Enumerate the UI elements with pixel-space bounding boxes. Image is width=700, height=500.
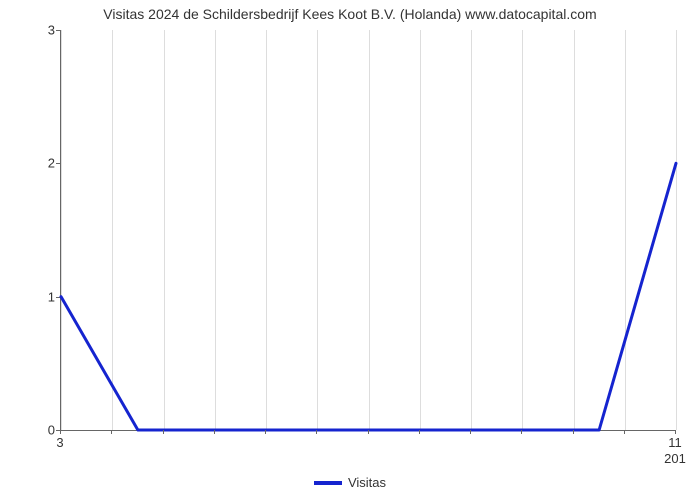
legend-label: Visitas	[348, 475, 386, 490]
plot-area	[60, 30, 676, 431]
xtick-mark	[573, 430, 574, 434]
ytick-2: 2	[40, 156, 55, 171]
ytick-1: 1	[40, 289, 55, 304]
xtick-mark	[316, 430, 317, 434]
chart-container: Visitas 2024 de Schildersbedrijf Kees Ko…	[0, 0, 700, 500]
xtick-mark	[521, 430, 522, 434]
xtick-right: 11	[668, 435, 682, 450]
xtick-left: 3	[56, 435, 63, 450]
legend-swatch	[314, 481, 342, 485]
xtick-mark	[624, 430, 625, 434]
legend: Visitas	[0, 474, 700, 490]
xtick-mark	[111, 430, 112, 434]
xtick-mark	[470, 430, 471, 434]
xtick-right-sub: 201	[664, 451, 686, 466]
xtick-mark	[163, 430, 164, 434]
xtick-mark	[60, 430, 61, 434]
xtick-mark	[214, 430, 215, 434]
xtick-mark	[419, 430, 420, 434]
chart-title: Visitas 2024 de Schildersbedrijf Kees Ko…	[0, 6, 700, 22]
line-series	[61, 30, 676, 430]
xtick-mark	[368, 430, 369, 434]
xtick-mark	[265, 430, 266, 434]
ytick-0: 0	[40, 423, 55, 438]
ytick-3: 3	[40, 23, 55, 38]
xtick-mark	[675, 430, 676, 434]
gridline-v	[676, 30, 677, 430]
